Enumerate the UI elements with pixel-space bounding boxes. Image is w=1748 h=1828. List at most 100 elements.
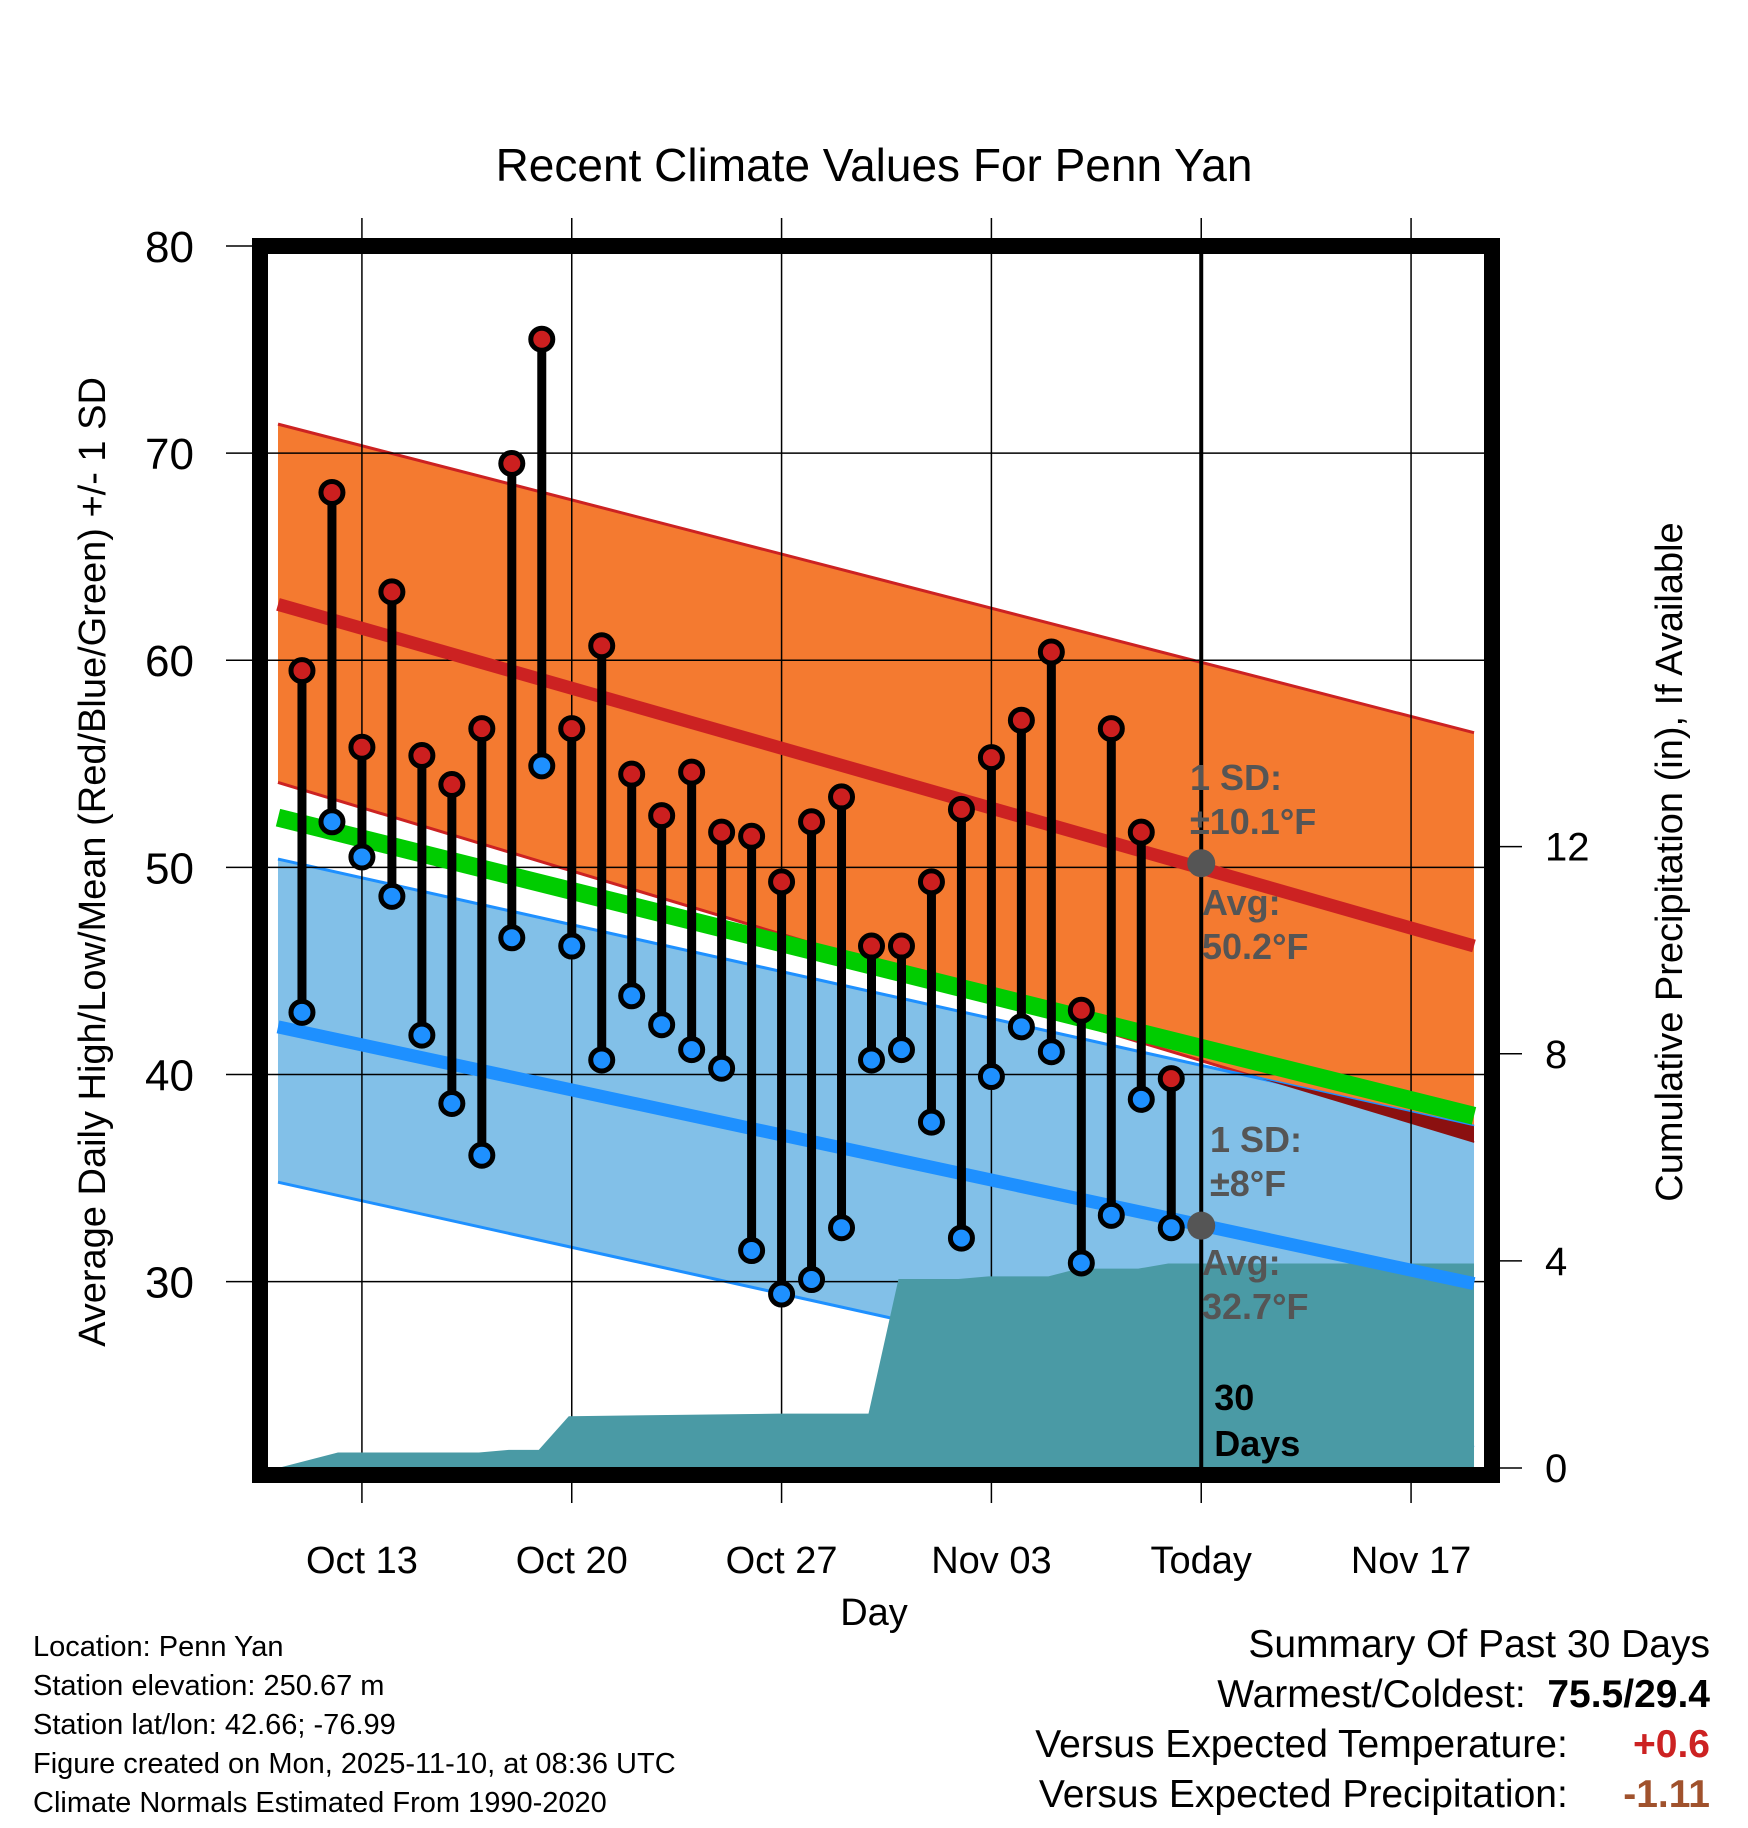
high-point bbox=[318, 478, 346, 506]
low-point bbox=[408, 1021, 436, 1049]
high-point bbox=[588, 632, 616, 660]
x-tick-label: Today bbox=[1151, 1540, 1252, 1582]
low-point bbox=[318, 808, 346, 836]
x-tick-label: Oct 20 bbox=[516, 1540, 628, 1582]
high-sd-annotation: 1 SD: bbox=[1190, 757, 1282, 798]
low-point bbox=[1067, 1249, 1095, 1277]
high-avg-annotation: 50.2°F bbox=[1202, 926, 1308, 967]
summary-title: Summary Of Past 30 Days bbox=[1248, 1623, 1710, 1666]
y2-tick-label: 8 bbox=[1545, 1033, 1567, 1077]
low-point bbox=[738, 1237, 766, 1265]
precip-area bbox=[277, 1263, 1475, 1468]
y-tick-label: 80 bbox=[145, 223, 194, 272]
x-tick-label: Oct 27 bbox=[726, 1540, 838, 1582]
x-axis-label: Day bbox=[840, 1592, 908, 1634]
x-tick-label: Nov 03 bbox=[931, 1540, 1051, 1582]
high-point bbox=[468, 715, 496, 743]
high-point bbox=[558, 715, 586, 743]
low-point bbox=[1037, 1038, 1065, 1066]
high-point bbox=[618, 760, 646, 788]
high-point bbox=[858, 932, 886, 960]
high-normal-line bbox=[276, 598, 1476, 953]
low-avg-annotation: 32.7°F bbox=[1202, 1286, 1308, 1327]
high-point bbox=[947, 795, 975, 823]
info-normals: Climate Normals Estimated From 1990-2020 bbox=[33, 1787, 607, 1819]
low-point bbox=[828, 1214, 856, 1242]
low-point bbox=[438, 1089, 466, 1117]
low-avg-marker bbox=[1187, 1211, 1216, 1240]
high-sd-band-upper-edge bbox=[277, 422, 1475, 735]
low-point bbox=[528, 752, 556, 780]
y2-tick-label: 0 bbox=[1545, 1447, 1567, 1491]
low-point bbox=[348, 843, 376, 871]
low-point bbox=[618, 982, 646, 1010]
low-point bbox=[708, 1054, 736, 1082]
low-sd-annotation: 1 SD: bbox=[1210, 1119, 1302, 1160]
low-point bbox=[858, 1046, 886, 1074]
low-point bbox=[288, 998, 316, 1026]
high-point bbox=[498, 449, 526, 477]
high-point bbox=[708, 818, 736, 846]
high-point bbox=[678, 758, 706, 786]
high-point bbox=[1067, 996, 1095, 1024]
low-point bbox=[768, 1280, 796, 1308]
temp-label: Versus Expected Temperature: bbox=[1035, 1723, 1568, 1766]
temp-value: +0.6 bbox=[1633, 1723, 1710, 1766]
high-point bbox=[1097, 715, 1125, 743]
summary-panel: Summary Of Past 30 Days Warmest/Coldest:… bbox=[1035, 1620, 1710, 1820]
y2-tick-label: 12 bbox=[1545, 826, 1590, 870]
low-point bbox=[378, 882, 406, 910]
info-elevation: Station elevation: 250.67 m bbox=[33, 1670, 385, 1702]
high-point bbox=[768, 868, 796, 896]
x-tick-label: Oct 13 bbox=[306, 1540, 418, 1582]
low-point bbox=[498, 924, 526, 952]
today-marker: 30 Days bbox=[1199, 246, 1300, 1468]
high-point bbox=[1007, 706, 1035, 734]
low-point bbox=[917, 1108, 945, 1136]
y-tick-label: 40 bbox=[145, 1051, 194, 1100]
high-sd-annotation: ±10.1°F bbox=[1190, 801, 1316, 842]
band-overlap bbox=[1261, 1078, 1475, 1143]
high-point bbox=[977, 744, 1005, 772]
low-point bbox=[947, 1224, 975, 1252]
low-point bbox=[588, 1046, 616, 1074]
low-point bbox=[648, 1011, 676, 1039]
summary-temp: Versus Expected Temperature: +0.6 bbox=[1035, 1720, 1710, 1770]
plot-frame bbox=[252, 238, 1500, 1483]
info-latlon: Station lat/lon: 42.66; -76.99 bbox=[33, 1709, 396, 1741]
high-point bbox=[438, 771, 466, 799]
high-point bbox=[798, 808, 826, 836]
y2-axis-label: Cumulative Precipitation (in), If Availa… bbox=[1649, 522, 1691, 1201]
summary-precip: Versus Expected Precipitation: -1.11 bbox=[1035, 1770, 1710, 1820]
high-avg-annotation: Avg: bbox=[1202, 882, 1281, 923]
high-point bbox=[1037, 638, 1065, 666]
daily-temperatures bbox=[288, 325, 1185, 1308]
low-point bbox=[1127, 1085, 1155, 1113]
warm-cold-value: 75.5/29.4 bbox=[1547, 1673, 1710, 1716]
high-point bbox=[917, 868, 945, 896]
y2-tick-label: 4 bbox=[1545, 1240, 1567, 1284]
high-point bbox=[528, 325, 556, 353]
precip-value: -1.11 bbox=[1623, 1773, 1710, 1816]
y-tick-label: 50 bbox=[145, 844, 194, 893]
low-point bbox=[977, 1063, 1005, 1091]
low-point bbox=[468, 1141, 496, 1169]
low-sd-annotation: ±8°F bbox=[1210, 1163, 1286, 1204]
high-point bbox=[1127, 818, 1155, 846]
low-point bbox=[558, 932, 586, 960]
high-point bbox=[408, 742, 436, 770]
station-info: Location: Penn Yan Station elevation: 25… bbox=[33, 1628, 676, 1823]
high-sd-band bbox=[277, 424, 1475, 1143]
high-point bbox=[378, 578, 406, 606]
high-point bbox=[1157, 1065, 1185, 1093]
x-tick-label: Nov 17 bbox=[1351, 1540, 1471, 1582]
precip-series bbox=[277, 1263, 1475, 1468]
high-point bbox=[648, 802, 676, 830]
info-location: Location: Penn Yan bbox=[33, 1631, 284, 1663]
precip-label: Versus Expected Precipitation: bbox=[1038, 1773, 1568, 1816]
warm-cold-label: Warmest/Coldest: bbox=[1217, 1673, 1526, 1716]
y-tick-label: 70 bbox=[145, 430, 194, 479]
